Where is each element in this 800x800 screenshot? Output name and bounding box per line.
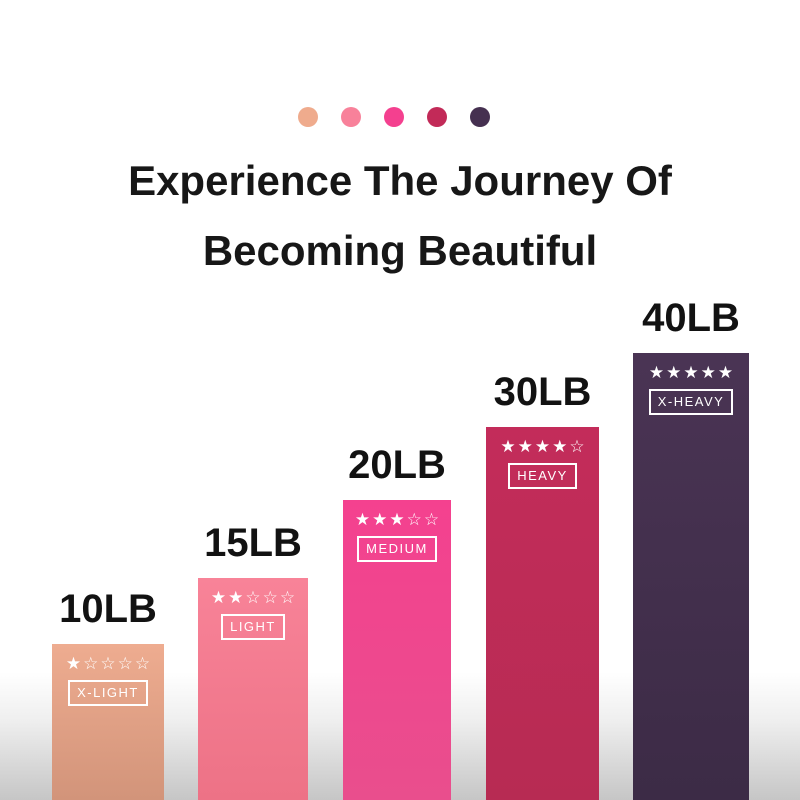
palette-dot-light-icon: [340, 107, 361, 127]
headline-line-2: Becoming Beautiful: [202, 227, 598, 274]
bar-15lb: ★★☆☆☆ LIGHT: [198, 578, 308, 800]
level-badge: X-HEAVY: [648, 388, 734, 416]
bar-group-20lb: 20LB ★★★☆☆ MEDIUM: [343, 445, 451, 800]
star-rating: ★★★☆☆: [354, 510, 442, 530]
bar-group-15lb: 15LB ★★☆☆☆ LIGHT: [198, 523, 308, 800]
level-label: MEDIUM: [366, 540, 428, 556]
bar-30lb: ★★★★☆ HEAVY: [486, 427, 599, 800]
star-rating: ★★★★★: [648, 363, 736, 383]
level-label: HEAVY: [517, 467, 568, 483]
bar-10lb: ★☆☆☆☆ X-LIGHT: [52, 644, 164, 800]
bar-weight-label: 40LB: [642, 296, 740, 340]
bar-group-40lb: 40LB ★★★★★ X-HEAVY: [633, 298, 749, 800]
bar-weight-label: 15LB: [204, 521, 302, 565]
headline: Experience The Journey Of Becoming Beaut…: [0, 146, 800, 286]
star-rating: ★★★★☆: [500, 437, 587, 457]
palette-dot-x-light-icon: [297, 107, 318, 127]
bar-weight-label: 20LB: [348, 443, 446, 487]
level-badge: X-LIGHT: [68, 679, 148, 707]
bar-weight-label: 30LB: [493, 370, 592, 414]
palette-dots: [0, 107, 787, 127]
bar-20lb: ★★★☆☆ MEDIUM: [343, 500, 451, 800]
bar-40lb: ★★★★★ X-HEAVY: [633, 353, 749, 800]
level-badge: LIGHT: [221, 613, 285, 641]
bar-group-10lb: 10LB ★☆☆☆☆ X-LIGHT: [52, 589, 164, 800]
palette-dot-medium-icon: [383, 107, 404, 127]
headline-line-1: Experience The Journey Of: [128, 157, 672, 204]
palette-dot-heavy-icon: [426, 107, 447, 127]
palette-dot-x-heavy-icon: [469, 107, 490, 127]
star-rating: ★★☆☆☆: [210, 588, 298, 608]
level-label: X-LIGHT: [77, 684, 139, 700]
star-rating: ★☆☆☆☆: [65, 654, 153, 674]
level-badge: MEDIUM: [357, 535, 437, 563]
level-badge: HEAVY: [508, 462, 577, 490]
bar-group-30lb: 30LB ★★★★☆ HEAVY: [486, 372, 599, 800]
level-label: X-HEAVY: [657, 393, 725, 409]
level-label: LIGHT: [230, 618, 276, 634]
bar-weight-label: 10LB: [59, 587, 157, 631]
